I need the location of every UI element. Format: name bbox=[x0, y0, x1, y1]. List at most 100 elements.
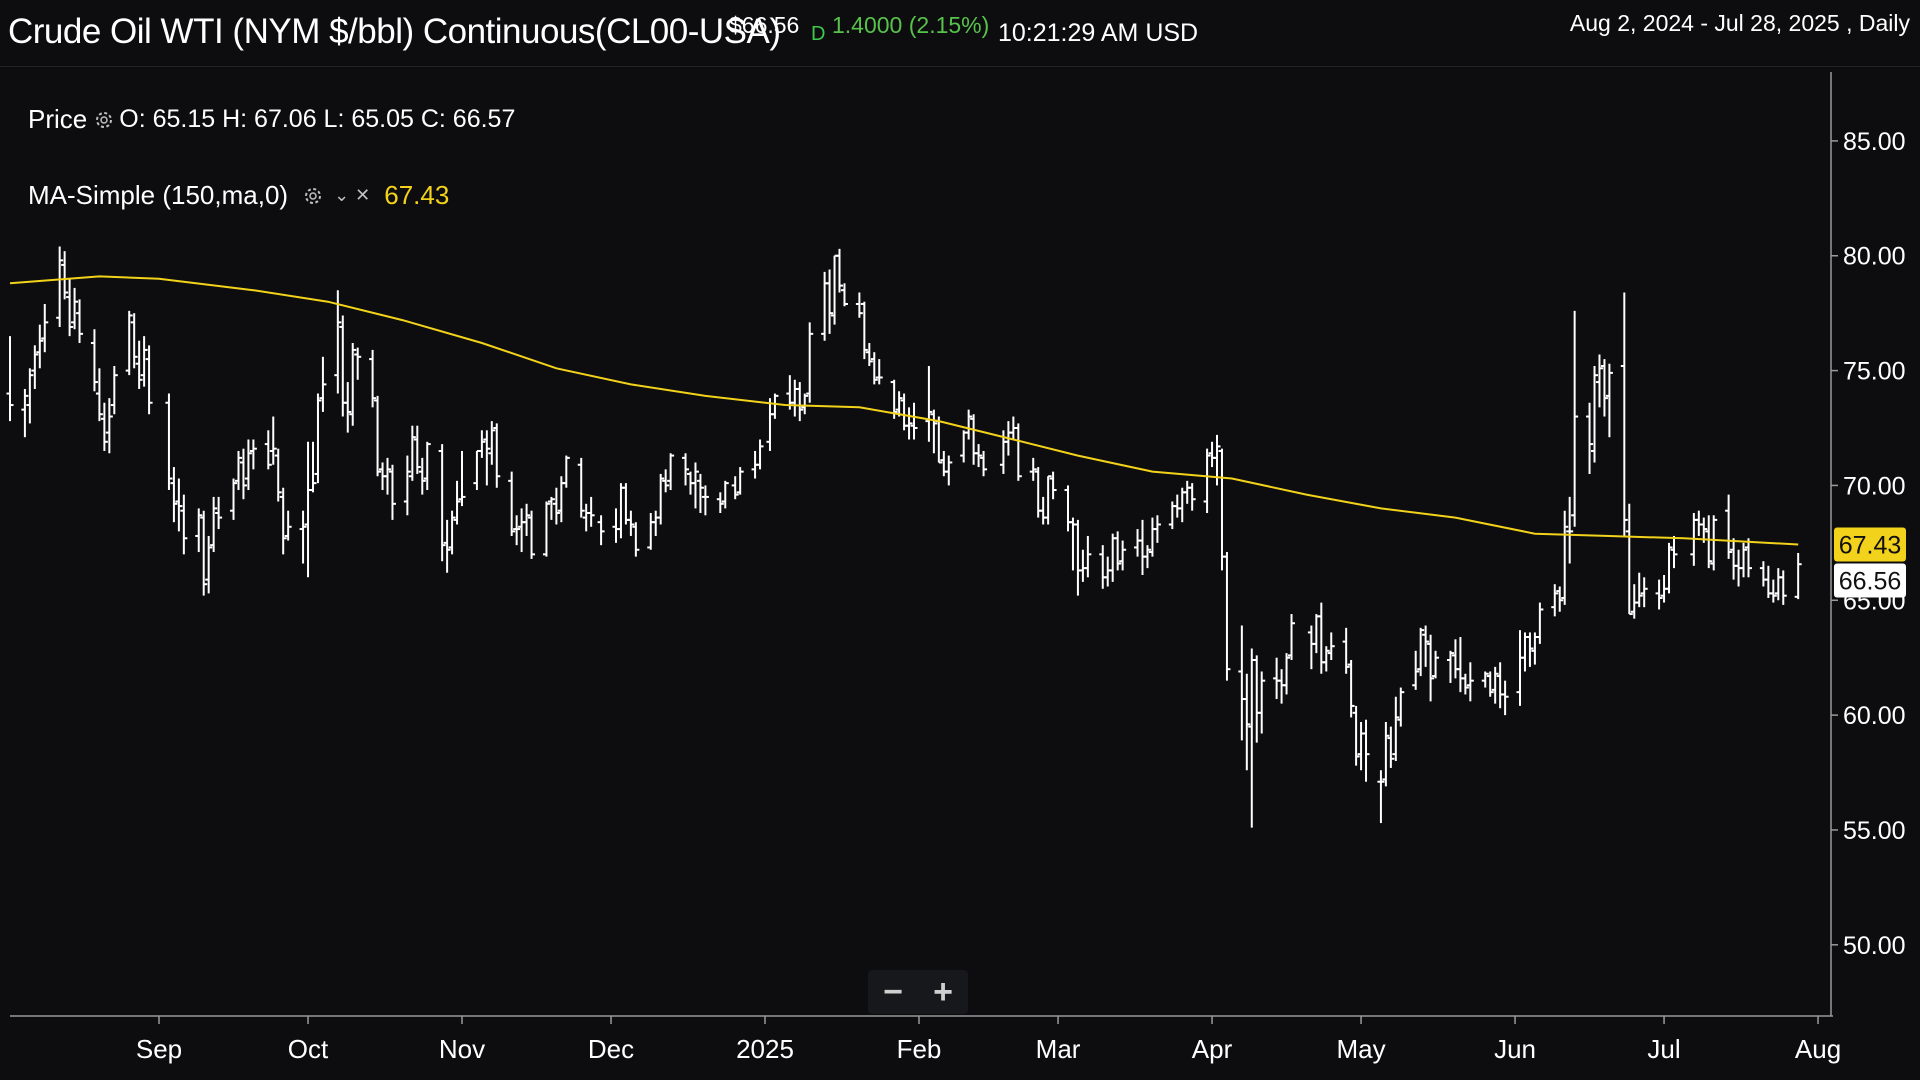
y-tick-label: 50.00 bbox=[1843, 932, 1906, 960]
ma-legend-value: 67.43 bbox=[384, 180, 450, 210]
ohlc-bar bbox=[1551, 584, 1559, 617]
ohlc-bar bbox=[731, 476, 739, 500]
ohlc-bar bbox=[865, 343, 873, 366]
ohlc-bar bbox=[1571, 310, 1579, 527]
gear-icon[interactable] bbox=[93, 109, 115, 131]
ohlc-bar bbox=[1566, 496, 1574, 564]
ohlc-bar bbox=[1218, 448, 1226, 571]
ohlc-bar bbox=[1740, 542, 1748, 578]
ohlc-bar bbox=[682, 453, 690, 486]
ohlc-bar bbox=[130, 313, 138, 369]
ohlc-bar bbox=[369, 349, 377, 408]
ohlc-bar bbox=[831, 254, 839, 325]
ohlc-bar bbox=[1283, 653, 1291, 695]
ohlc-bar bbox=[1769, 579, 1777, 603]
ohlc-bar bbox=[1014, 423, 1022, 481]
ohlc-bar bbox=[696, 473, 704, 513]
ohlc-bar bbox=[244, 439, 252, 491]
ohlc-bar bbox=[1620, 292, 1628, 536]
ohlc-bar bbox=[1516, 630, 1524, 706]
ohlc-bar bbox=[1392, 696, 1400, 762]
ohlc-bar bbox=[145, 345, 153, 415]
ohlc-bar bbox=[1183, 480, 1191, 504]
ohlc-bar bbox=[980, 450, 988, 477]
x-tick-label: Apr bbox=[1192, 1034, 1233, 1064]
ohlc-bar bbox=[1556, 586, 1564, 612]
ohlc-bar bbox=[165, 393, 173, 491]
price-badge-label: 66.56 bbox=[1839, 567, 1902, 595]
price-legend-label: Price bbox=[28, 104, 88, 134]
ohlc-bar bbox=[870, 352, 878, 385]
price-badge: 66.56 bbox=[1834, 563, 1906, 598]
ohlc-bar bbox=[587, 496, 595, 527]
ohlc-bar bbox=[577, 457, 585, 518]
ohlc-bar bbox=[195, 508, 203, 553]
gear-icon[interactable] bbox=[302, 185, 324, 207]
ohlc-bar bbox=[403, 455, 411, 516]
ohlc-bar bbox=[31, 345, 39, 389]
ohlc-bar bbox=[1099, 545, 1107, 589]
ohlc-bar bbox=[100, 402, 108, 451]
ohlc-bar bbox=[1327, 632, 1335, 660]
ohlc-bar bbox=[1377, 770, 1385, 824]
ohlc-bar bbox=[319, 356, 327, 412]
ohlc-bar bbox=[701, 485, 709, 516]
ohlc-bar bbox=[821, 271, 829, 341]
ohlc-bar bbox=[354, 347, 362, 380]
ohlc-bar bbox=[771, 393, 779, 419]
ohlc-bar bbox=[384, 457, 392, 495]
ohlc-bar bbox=[1595, 354, 1603, 408]
ohlc-bar bbox=[1139, 519, 1147, 576]
ohlc-bar bbox=[26, 368, 34, 424]
moving-average-line bbox=[9, 275, 1799, 546]
ohlc-bar bbox=[736, 467, 744, 495]
ohlc-bar bbox=[1148, 517, 1156, 557]
ohlc-bar bbox=[836, 248, 844, 293]
ohlc-bar bbox=[1153, 515, 1161, 543]
ohlc-bar bbox=[806, 322, 814, 403]
ohlc-bar bbox=[875, 359, 883, 385]
date-range-selector[interactable]: Aug 2, 2024 - Jul 28, 2025 , Daily bbox=[1569, 10, 1910, 36]
ohlc-bar bbox=[513, 515, 521, 546]
price-badge: 67.43 bbox=[1834, 527, 1906, 562]
ohlc-bar bbox=[662, 469, 670, 493]
close-icon[interactable]: ✕ bbox=[355, 185, 371, 205]
ohlc-bar bbox=[110, 365, 118, 415]
ohlc-bar bbox=[1456, 637, 1464, 693]
ohlc-bar bbox=[239, 448, 247, 500]
x-tick-label: Feb bbox=[897, 1034, 942, 1064]
ohlc-bar bbox=[230, 478, 238, 520]
chevron-down-icon[interactable]: ⌄ bbox=[334, 185, 350, 205]
ohlc-bar bbox=[264, 430, 272, 470]
zoom-out-button[interactable]: − bbox=[883, 972, 903, 1011]
ohlc-bar bbox=[930, 409, 938, 454]
ohlc-bar bbox=[314, 393, 322, 484]
ohlc-bar bbox=[448, 510, 456, 555]
ohlc-bar bbox=[1665, 542, 1673, 594]
ohlc-bar bbox=[1049, 471, 1057, 500]
ohlc-bar bbox=[215, 496, 223, 530]
ohlc-bar bbox=[1208, 441, 1216, 468]
ohlc-bar bbox=[1695, 510, 1703, 536]
ohlc-bar bbox=[200, 510, 208, 596]
ohlc-bar bbox=[518, 508, 526, 553]
y-tick-label: 60.00 bbox=[1843, 702, 1906, 730]
ohlc-bar bbox=[796, 382, 804, 422]
ohlc-bar bbox=[71, 287, 79, 330]
ohlc-bar bbox=[140, 336, 148, 387]
ohlc-bar bbox=[1422, 625, 1430, 667]
ohlc-bar bbox=[1625, 503, 1633, 616]
ohlc-bar bbox=[1397, 687, 1405, 727]
ohlc-bar bbox=[1069, 517, 1077, 571]
zoom-in-button[interactable]: + bbox=[933, 972, 953, 1011]
ohlc-bar bbox=[1238, 625, 1246, 741]
ohlc-bar bbox=[597, 515, 605, 546]
ohlc-bar bbox=[801, 393, 809, 415]
ohlc-bar bbox=[1114, 531, 1122, 571]
ohlc-bar bbox=[1104, 556, 1112, 587]
ohlc-bar bbox=[1119, 540, 1127, 571]
price-bars bbox=[6, 246, 1802, 828]
ohlc-bar bbox=[1432, 650, 1440, 679]
ohlc-bar bbox=[21, 388, 29, 438]
